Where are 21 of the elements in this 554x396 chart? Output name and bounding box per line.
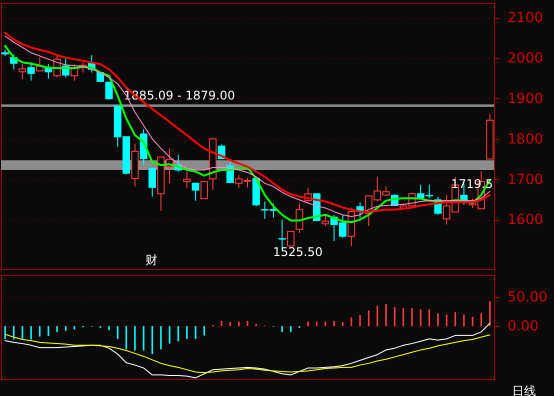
y-tick-label: 1900	[508, 90, 544, 107]
candlestick	[148, 168, 156, 198]
candlestick	[192, 182, 200, 202]
annotation: 财	[145, 253, 158, 267]
y-tick-label: 1800	[508, 131, 544, 148]
y-tick-label: 0.00	[508, 318, 539, 335]
y-tick-label: 2100	[508, 10, 544, 26]
y-tick-label: 50.00	[508, 290, 548, 306]
candlestick	[296, 202, 304, 234]
line-series	[4, 322, 490, 378]
candlestick	[200, 181, 208, 200]
candlestick	[27, 62, 35, 82]
y-tick-label: 1700	[508, 172, 544, 188]
candlestick	[18, 64, 26, 80]
candlestick	[322, 214, 330, 227]
candlestick	[287, 230, 295, 246]
y-tick-label: 2000	[508, 50, 544, 66]
candlestick	[183, 171, 191, 189]
y-tick-label: 1600	[508, 212, 544, 228]
annotation: 1525.50	[273, 245, 323, 259]
line-series	[4, 334, 490, 374]
